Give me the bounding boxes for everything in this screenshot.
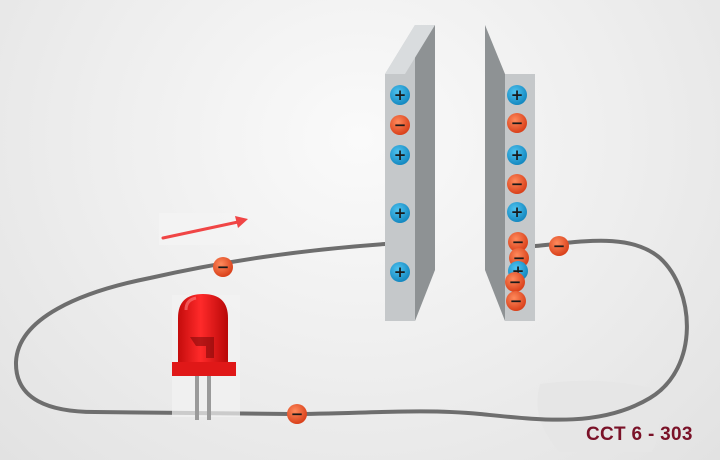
led-icon bbox=[172, 294, 240, 420]
negative-charge-symbol: − bbox=[512, 233, 525, 251]
negative-charge-symbol: − bbox=[291, 405, 304, 423]
negative-charge-symbol: − bbox=[510, 292, 523, 310]
positive-charge-symbol: + bbox=[394, 204, 407, 222]
positive-charge-icon: + bbox=[390, 85, 410, 105]
negative-charge-icon: − bbox=[213, 257, 233, 277]
positive-charge-symbol: + bbox=[511, 203, 524, 221]
positive-charge-symbol: + bbox=[394, 263, 407, 281]
positive-charge-icon: + bbox=[507, 145, 527, 165]
negative-charge-symbol: − bbox=[511, 175, 524, 193]
positive-charge-icon: + bbox=[507, 85, 527, 105]
positive-charge-symbol: + bbox=[511, 86, 524, 104]
negative-charge-icon: − bbox=[508, 232, 528, 252]
negative-charge-symbol: − bbox=[217, 258, 230, 276]
positive-charge-icon: + bbox=[390, 203, 410, 223]
negative-charge-icon: − bbox=[507, 113, 527, 133]
positive-charge-icon: + bbox=[390, 145, 410, 165]
negative-charge-icon: − bbox=[390, 115, 410, 135]
positive-charge-icon: + bbox=[390, 262, 410, 282]
positive-charge-symbol: + bbox=[394, 146, 407, 164]
negative-charge-icon: − bbox=[287, 404, 307, 424]
negative-charge-icon: − bbox=[506, 291, 526, 311]
negative-charge-symbol: − bbox=[509, 273, 522, 291]
current-direction-arrow-icon bbox=[159, 213, 250, 245]
positive-charge-symbol: + bbox=[394, 86, 407, 104]
negative-charge-symbol: − bbox=[553, 237, 566, 255]
negative-charge-icon: − bbox=[549, 236, 569, 256]
negative-charge-icon: − bbox=[505, 272, 525, 292]
negative-charge-symbol: − bbox=[511, 114, 524, 132]
positive-charge-icon: + bbox=[507, 202, 527, 222]
caption-label: CCT 6 - 303 bbox=[586, 424, 693, 445]
charge-layer: +−++++−+−+−−+−−−−− bbox=[213, 85, 569, 424]
negative-charge-icon: − bbox=[507, 174, 527, 194]
positive-charge-symbol: + bbox=[511, 146, 524, 164]
negative-charge-symbol: − bbox=[394, 116, 407, 134]
circuit-wire bbox=[13, 238, 689, 422]
